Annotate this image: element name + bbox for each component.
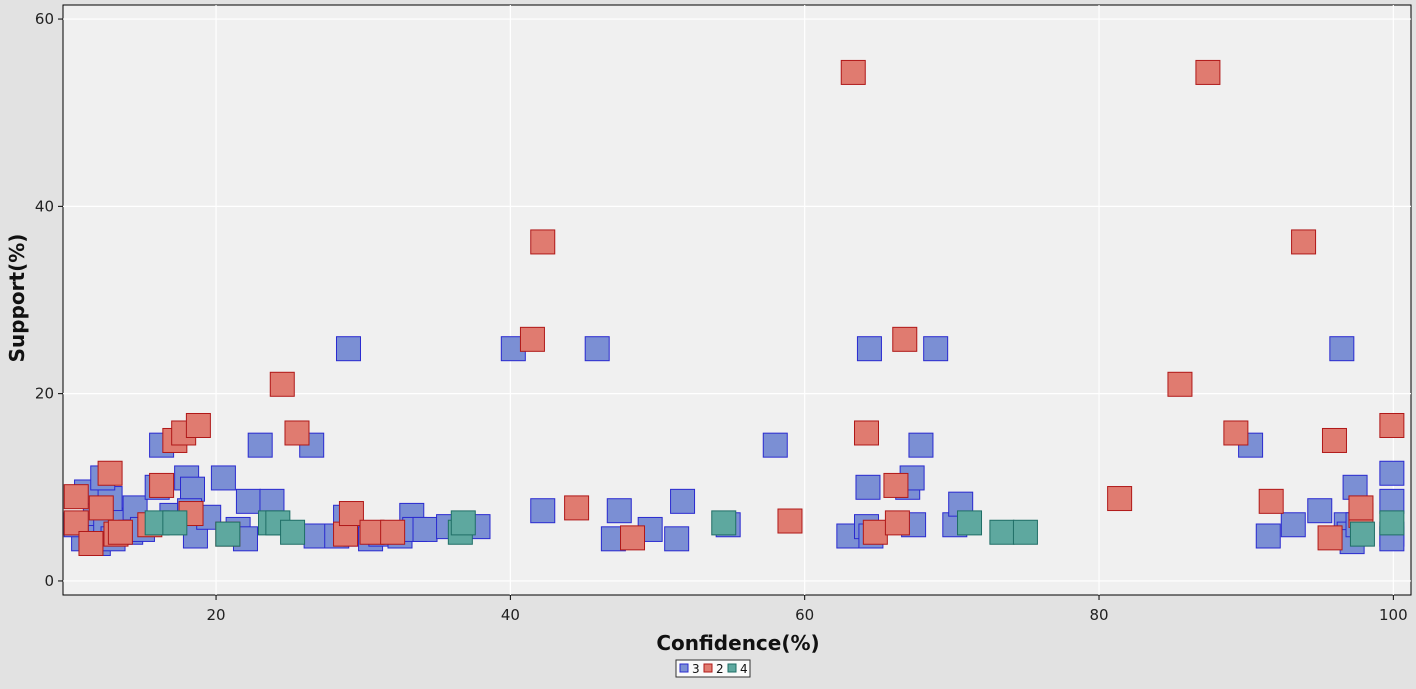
data-point [63, 484, 89, 510]
data-point [280, 519, 306, 545]
data-point [711, 510, 737, 536]
data-point [380, 519, 406, 545]
legend-label: 4 [740, 662, 748, 676]
y-axis-title: Support(%) [5, 234, 29, 363]
data-point [88, 495, 114, 521]
data-point [1321, 427, 1347, 453]
data-point [185, 412, 211, 438]
data-point [1258, 488, 1284, 514]
legend-item-2: 2 [703, 662, 724, 676]
x-axis-title: Confidence(%) [656, 631, 819, 655]
data-point [989, 519, 1015, 545]
data-point [855, 474, 881, 500]
data-point [1348, 495, 1374, 521]
data-point [957, 510, 983, 536]
data-points [63, 59, 1405, 556]
data-point [670, 488, 696, 514]
data-point [854, 420, 880, 446]
data-point [1307, 498, 1333, 524]
data-point [259, 488, 285, 514]
data-point [620, 525, 646, 551]
data-point [63, 510, 89, 536]
data-point [892, 326, 918, 352]
data-point [1379, 510, 1405, 536]
legend-label: 2 [716, 662, 724, 676]
legend-item-3: 3 [679, 662, 700, 676]
data-point [333, 521, 359, 547]
legend-label: 3 [692, 662, 700, 676]
data-point [1329, 336, 1355, 362]
data-point [856, 336, 882, 362]
series-4 [144, 510, 1405, 547]
data-point [1379, 488, 1405, 514]
data-point [584, 336, 610, 362]
x-tick-label: 20 [207, 606, 226, 624]
data-point [107, 519, 133, 545]
data-point [1107, 486, 1133, 512]
data-point [1255, 523, 1281, 549]
data-point [450, 510, 476, 536]
data-point [412, 516, 438, 542]
data-point [1349, 521, 1375, 547]
data-point [1012, 519, 1038, 545]
data-point [1167, 371, 1193, 397]
data-point [269, 371, 295, 397]
data-point [284, 420, 310, 446]
data-point [1379, 412, 1405, 438]
data-point [530, 229, 556, 255]
data-point [862, 519, 888, 545]
x-tick-label: 100 [1379, 606, 1408, 624]
data-point [210, 465, 236, 491]
data-point [235, 488, 261, 514]
plot-area [62, 4, 1412, 596]
data-point [1342, 474, 1368, 500]
data-point [664, 526, 690, 552]
y-tick-label: 40 [35, 197, 54, 215]
data-point [840, 59, 866, 85]
data-point [923, 336, 949, 362]
y-tick-label: 20 [35, 385, 54, 403]
y-tick-label: 60 [35, 10, 54, 28]
legend-swatch [727, 663, 737, 673]
data-point [78, 530, 104, 556]
legend-swatch [679, 663, 689, 673]
data-point [335, 336, 361, 362]
data-point [762, 432, 788, 458]
x-tick-label: 60 [795, 606, 814, 624]
x-tick-label: 80 [1089, 606, 1108, 624]
y-tick-label: 0 [44, 572, 54, 590]
data-point [215, 521, 241, 547]
data-point [606, 498, 632, 524]
data-point [162, 510, 188, 536]
data-point [247, 432, 273, 458]
data-point [338, 501, 364, 527]
legend: 3 2 4 [675, 659, 751, 678]
x-tick-label: 40 [501, 606, 520, 624]
data-point [884, 510, 910, 536]
data-point [1223, 420, 1249, 446]
data-point [1280, 512, 1306, 538]
axis-ticks: 20 40 60 80 100 0 20 40 60 [35, 10, 1408, 624]
data-point [908, 432, 934, 458]
data-point [777, 508, 803, 534]
legend-swatch [703, 663, 713, 673]
data-point [1379, 460, 1405, 486]
data-point [530, 498, 556, 524]
legend-item-4: 4 [727, 662, 748, 676]
data-point [1291, 229, 1317, 255]
data-point [180, 476, 206, 502]
data-point [1195, 59, 1221, 85]
data-point [97, 460, 123, 486]
data-point [149, 472, 175, 498]
data-point [564, 495, 590, 521]
data-point [1317, 525, 1343, 551]
data-point [519, 326, 545, 352]
data-point [883, 472, 909, 498]
